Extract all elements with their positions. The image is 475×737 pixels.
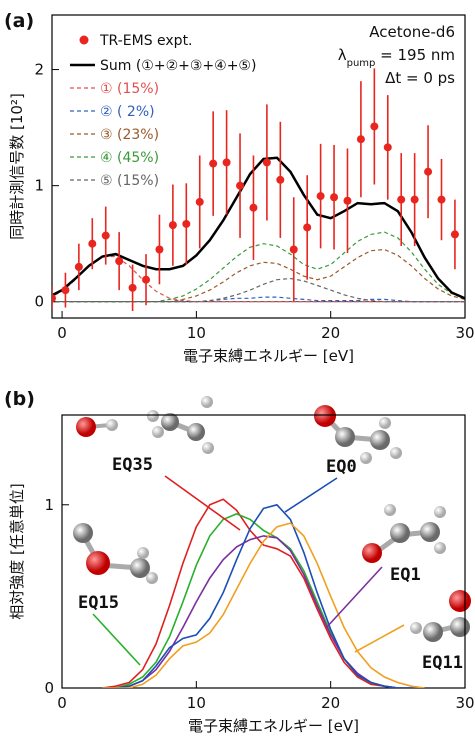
leader-line [93, 614, 140, 665]
component-line [49, 297, 465, 302]
data-point [182, 220, 190, 228]
y-tick-label: 1 [44, 496, 54, 514]
series-line [102, 514, 424, 688]
leader-line [326, 567, 382, 628]
component-line [49, 257, 465, 302]
data-point [196, 198, 204, 206]
series-label: EQ35 [112, 455, 153, 475]
panel-label: (b) [4, 388, 35, 410]
data-point [88, 240, 96, 248]
y-tick-label: 0 [34, 293, 44, 311]
data-point [263, 158, 271, 166]
series-label: EQ1 [390, 565, 421, 585]
figure: 0102030012電子束縛エネルギー [eV]同時計測信号数 [10²](a)… [0, 0, 475, 737]
y-axis-label: 同時計測信号数 [10²] [8, 93, 26, 240]
molecules [73, 396, 471, 642]
annotation-part: pump [347, 58, 376, 69]
series-label: EQ11 [422, 653, 463, 673]
legend-marker [80, 36, 89, 45]
annotation: λpump = 195 nm [338, 46, 455, 69]
data-point [317, 192, 325, 200]
data-point [303, 223, 311, 231]
y-tick-label: 1 [34, 177, 44, 195]
plot-area [102, 499, 424, 688]
data-point [290, 246, 298, 254]
data-point [209, 160, 217, 168]
series-label: EQ15 [78, 593, 119, 613]
data-point [249, 204, 257, 212]
leader-line [355, 625, 404, 652]
data-point [330, 193, 338, 201]
series-line [102, 499, 424, 688]
series-line [102, 505, 424, 688]
y-tick-label: 2 [34, 61, 44, 79]
data-point [115, 257, 123, 265]
data-point [276, 176, 284, 184]
panel-label: (a) [4, 10, 34, 32]
component-line [49, 232, 465, 302]
legend-label: ② ( 2%) [100, 104, 155, 120]
series-label: EQ0 [326, 457, 357, 477]
annotation-part: = 195 nm [375, 46, 455, 64]
data-point [357, 135, 365, 143]
data-point [169, 221, 177, 229]
legend-label: ⑤ (15%) [100, 173, 159, 189]
annotation-part: λ [338, 46, 347, 64]
data-point [424, 168, 432, 176]
legend-label: Sum (①+②+③+④+⑤) [100, 58, 256, 74]
data-point [384, 143, 392, 151]
data-point [142, 276, 150, 284]
x-tick-label: 20 [321, 694, 340, 712]
x-tick-label: 10 [187, 324, 206, 342]
leader-line [285, 478, 337, 512]
x-axis-label: 電子束縛エネルギー [eV] [183, 347, 354, 365]
x-tick-label: 30 [455, 324, 474, 342]
data-point [129, 284, 137, 292]
legend-label: ③ (23%) [100, 127, 159, 143]
data-point [370, 122, 378, 130]
x-axis-label: 電子束縛エネルギー [eV] [188, 717, 359, 735]
y-tick-label: 0 [44, 679, 54, 697]
data-point [397, 196, 405, 204]
data-point [61, 286, 69, 294]
component-line [49, 250, 465, 302]
legend-label: TR-EMS expt. [99, 33, 193, 49]
annotation: Acetone-d6 [369, 23, 455, 41]
data-point [75, 263, 83, 271]
data-point [437, 196, 445, 204]
data-point [102, 232, 110, 240]
x-tick-label: 10 [187, 694, 206, 712]
legend-label: ④ (45%) [100, 150, 159, 166]
data-point [236, 182, 244, 190]
y-axis-label: 相対強度 [任意単位] [8, 483, 26, 619]
component-line [49, 279, 465, 302]
data-point [451, 230, 459, 238]
x-tick-label: 20 [321, 324, 340, 342]
x-tick-label: 0 [57, 694, 67, 712]
legend-label: ① (15%) [100, 81, 159, 97]
data-point [343, 197, 351, 205]
data-point [48, 294, 56, 302]
data-point [155, 246, 163, 254]
annotation: Δt = 0 ps [385, 69, 455, 87]
x-tick-label: 30 [455, 694, 474, 712]
data-point [223, 158, 231, 166]
data-point [411, 196, 419, 204]
x-tick-label: 0 [57, 324, 67, 342]
